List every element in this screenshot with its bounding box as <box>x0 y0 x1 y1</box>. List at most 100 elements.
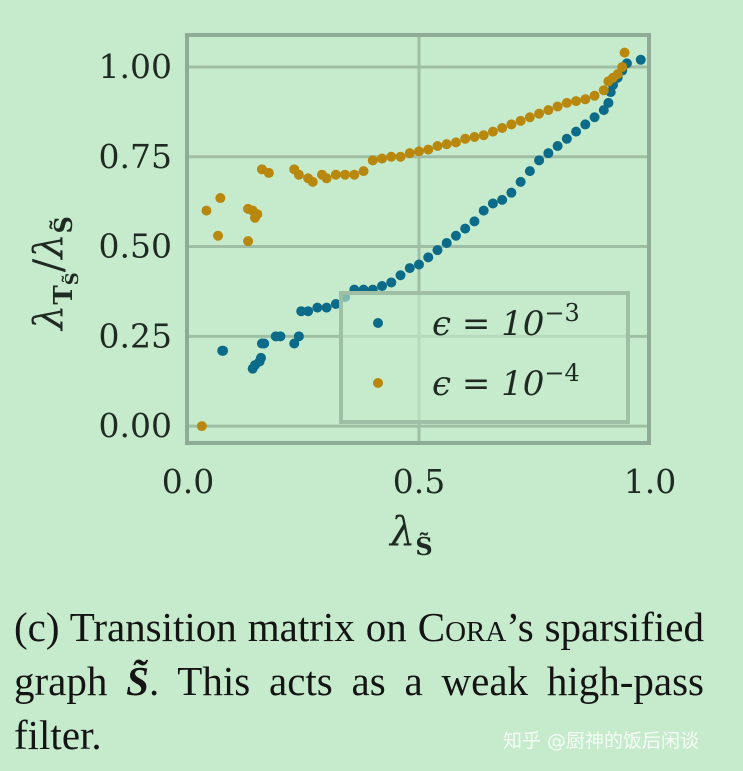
data-point-series-2 <box>213 230 224 241</box>
data-point-series-1 <box>497 194 508 205</box>
x-axis-label: λS̃ <box>388 509 433 561</box>
watermark: 知乎 @厨神的饭后闲谈 <box>503 730 700 752</box>
tick-labels: 0.00 0.25 0.50 0.75 1.00 0.0 0.5 1.0 <box>99 47 677 501</box>
y-tick-label: 0.50 <box>99 227 172 266</box>
figure-caption: (c) Transition matrix on Cora’s sparsifi… <box>14 600 704 762</box>
data-point-series-2 <box>598 85 609 96</box>
data-point-series-1 <box>259 338 270 349</box>
data-point-series-1 <box>255 352 266 363</box>
data-point-series-2 <box>478 130 489 141</box>
caption-middle: ’s sparsified graph <box>14 604 704 704</box>
data-point-series-1 <box>450 230 461 241</box>
data-point-series-2 <box>340 169 351 180</box>
data-point-series-2 <box>263 167 274 178</box>
data-point-series-1 <box>293 331 304 342</box>
data-point-series-2 <box>506 119 517 130</box>
x-tick-label: 0.0 <box>162 462 214 501</box>
data-point-series-1 <box>460 223 471 234</box>
data-point-series-2 <box>441 139 452 150</box>
legend-label-eps-1e-3: ϵ = 10−3 <box>432 299 580 344</box>
data-point-series-2 <box>386 151 397 162</box>
data-point-series-2 <box>349 169 360 180</box>
caption-suffix: . This acts as a weak high-pass filter. <box>14 658 704 758</box>
data-point-series-2 <box>330 169 341 180</box>
data-point-series-1 <box>524 166 535 177</box>
data-point-series-2 <box>460 133 471 144</box>
data-point-series-2 <box>358 166 369 177</box>
data-point-series-1 <box>441 237 452 248</box>
data-point-series-2 <box>293 169 304 180</box>
data-point-series-2 <box>524 112 535 123</box>
data-point-series-1 <box>312 302 323 313</box>
caption-prefix: (c) Transition matrix on <box>14 604 418 650</box>
data-point-series-2 <box>580 94 591 105</box>
data-point-series-1 <box>296 306 307 317</box>
data-point-series-2 <box>377 153 388 164</box>
data-point-series-1 <box>330 299 341 310</box>
data-point-series-1 <box>580 119 591 130</box>
data-point-series-1 <box>377 281 388 292</box>
data-point-series-1 <box>218 345 229 356</box>
data-point-series-1 <box>469 216 480 227</box>
x-tick-label: 1.0 <box>624 462 676 501</box>
x-tick-label: 0.5 <box>393 462 445 501</box>
data-point-series-1 <box>561 133 572 144</box>
legend-label-eps-1e-4: ϵ = 10−4 <box>432 359 580 404</box>
data-point-series-1 <box>515 176 526 187</box>
data-point-series-2 <box>497 123 508 134</box>
data-point-series-2 <box>432 140 443 151</box>
data-point-series-1 <box>321 302 332 313</box>
data-point-series-2 <box>252 209 263 220</box>
y-tick-label: 0.25 <box>99 316 172 355</box>
y-tick-label: 1.00 <box>99 47 172 86</box>
data-point-series-1 <box>395 270 406 281</box>
legend-marker-eps-1e-3 <box>373 318 383 328</box>
data-point-series-2 <box>215 193 226 204</box>
data-point-series-2 <box>395 151 406 162</box>
data-point-series-1 <box>603 97 614 108</box>
data-point-series-2 <box>534 108 545 119</box>
data-point-series-2 <box>469 132 480 142</box>
data-point-series-2 <box>414 146 424 157</box>
data-point-series-2 <box>321 173 332 184</box>
data-point-series-1 <box>478 205 489 216</box>
data-point-series-2 <box>589 90 600 101</box>
plot-frame <box>185 33 651 445</box>
data-point-series-1 <box>635 54 646 65</box>
data-point-series-2 <box>201 205 212 216</box>
data-point-series-1 <box>386 277 397 288</box>
data-point-series-2 <box>423 144 434 155</box>
data-point-series-1 <box>303 306 314 317</box>
data-point-series-2 <box>612 69 623 80</box>
grid <box>188 35 650 443</box>
data-point-series-2 <box>367 155 378 166</box>
data-point-series-1 <box>487 198 498 209</box>
legend-marker-eps-1e-4 <box>373 378 383 388</box>
data-point-series-2 <box>571 96 582 107</box>
data-point-series-1 <box>414 259 424 270</box>
data-point-series-1 <box>506 187 517 198</box>
y-tick-label: 0.75 <box>99 137 172 176</box>
data-point-series-2 <box>487 126 498 137</box>
data-point-series-2 <box>404 148 415 159</box>
data-points <box>196 47 646 432</box>
data-point-series-2 <box>243 236 254 247</box>
legend-box <box>339 291 630 424</box>
data-point-series-1 <box>571 126 582 137</box>
data-point-series-1 <box>598 105 609 116</box>
data-point-series-1 <box>543 148 554 159</box>
data-point-series-2 <box>515 115 526 126</box>
legend: ϵ = 10−3 ϵ = 10−4 <box>339 291 630 424</box>
data-point-series-2 <box>196 421 207 432</box>
data-point-series-2 <box>561 97 572 108</box>
data-point-series-1 <box>275 331 286 342</box>
data-point-series-1 <box>404 263 415 274</box>
data-point-series-1 <box>552 140 563 151</box>
data-point-series-2 <box>307 176 318 187</box>
data-point-series-2 <box>619 47 630 58</box>
data-point-series-2 <box>617 61 628 72</box>
data-point-series-1 <box>432 245 443 256</box>
data-point-series-1 <box>423 252 434 263</box>
data-point-series-1 <box>589 112 600 123</box>
data-point-series-2 <box>543 105 554 116</box>
